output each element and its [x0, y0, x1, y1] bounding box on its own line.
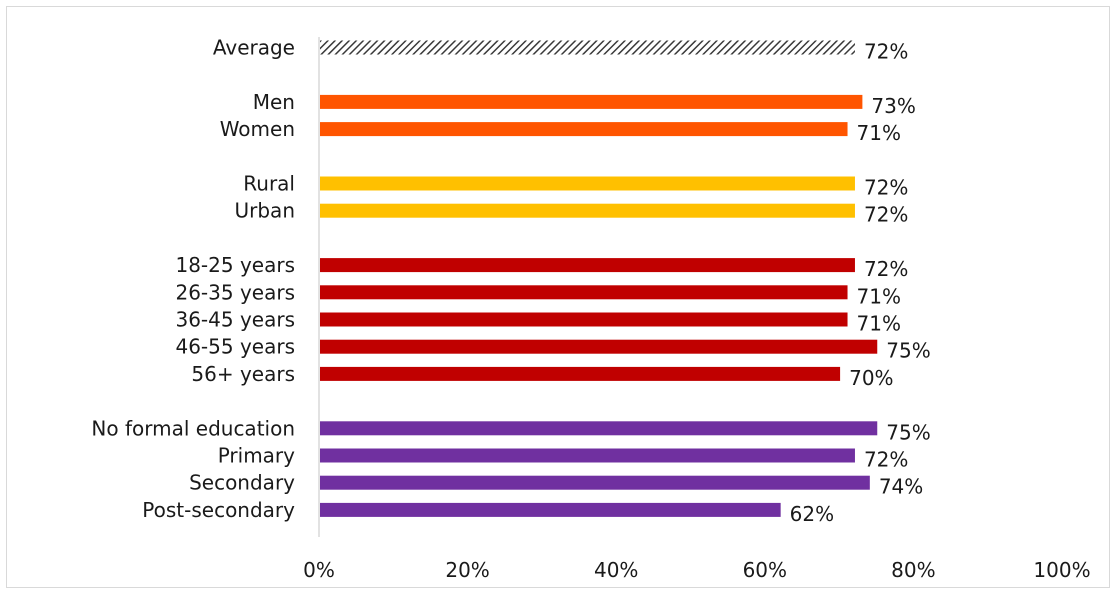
bars-layer [320, 40, 878, 517]
bar-secondary [320, 475, 870, 490]
bar-primary [320, 448, 855, 463]
value-label-rural: 72% [864, 176, 908, 200]
chart-frame: Average Men Women Rural Urban 18-25 years 26-3… [6, 6, 1110, 588]
category-label-56-years: 56+ years [191, 362, 295, 386]
bar-urban [320, 203, 855, 218]
x-tick-label: 60% [743, 558, 787, 582]
value-label-post-secondary: 62% [790, 502, 834, 526]
bar-women [320, 122, 848, 137]
value-labels: 72% 73% 71% 72% 72% 72% 71% 71% 75% 70% 75% 72% 74% 6… [790, 40, 931, 526]
category-label-primary: Primary [218, 444, 295, 468]
bar-18-25-years [320, 258, 855, 273]
value-label-women: 71% [857, 121, 901, 145]
category-label-average: Average [213, 36, 295, 60]
value-label-36-45-years: 71% [857, 312, 901, 336]
value-label-men: 73% [871, 94, 915, 118]
category-label-secondary: Secondary [189, 471, 295, 495]
bar-rural [320, 176, 855, 191]
category-label-women: Women [220, 117, 295, 141]
category-label-urban: Urban [235, 199, 296, 223]
x-tick-label: 80% [891, 558, 935, 582]
bar-no-formal-education [320, 421, 878, 436]
value-label-46-55-years: 75% [886, 339, 930, 363]
x-tick-label: 40% [594, 558, 638, 582]
category-label-men: Men [253, 90, 295, 114]
category-label-26-35-years: 26-35 years [175, 280, 295, 304]
value-label-18-25-years: 72% [864, 257, 908, 281]
bar-56-years [320, 366, 841, 381]
category-label-rural: Rural [243, 172, 295, 196]
x-tick-label: 0% [303, 558, 335, 582]
category-label-post-secondary: Post-secondary [142, 498, 295, 522]
bar-post-secondary [320, 502, 781, 517]
category-labels: Average Men Women Rural Urban 18-25 years 26-3… [91, 36, 295, 522]
value-label-56-years: 70% [849, 366, 893, 390]
bar-46-55-years [320, 339, 878, 354]
category-label-no-formal-education: No formal education [91, 416, 295, 440]
bar-36-45-years [320, 312, 848, 327]
value-label-no-formal-education: 75% [886, 420, 930, 444]
value-label-secondary: 74% [879, 475, 923, 499]
bar-men [320, 94, 863, 109]
bar-average [320, 40, 855, 55]
category-label-36-45-years: 36-45 years [175, 308, 295, 332]
value-label-urban: 72% [864, 203, 908, 227]
bar-chart: Average Men Women Rural Urban 18-25 years 26-3… [91, 36, 1090, 583]
x-tick-label: 20% [445, 558, 489, 582]
x-axis-ticks: 0% 20% 40% 60% 80% 100% [303, 558, 1090, 582]
value-label-average: 72% [864, 40, 908, 64]
value-label-primary: 72% [864, 448, 908, 472]
value-label-26-35-years: 71% [857, 284, 901, 308]
category-label-18-25-years: 18-25 years [175, 253, 295, 277]
category-label-46-55-years: 46-55 years [175, 335, 295, 359]
bar-26-35-years [320, 285, 848, 300]
x-tick-label: 100% [1033, 558, 1090, 582]
